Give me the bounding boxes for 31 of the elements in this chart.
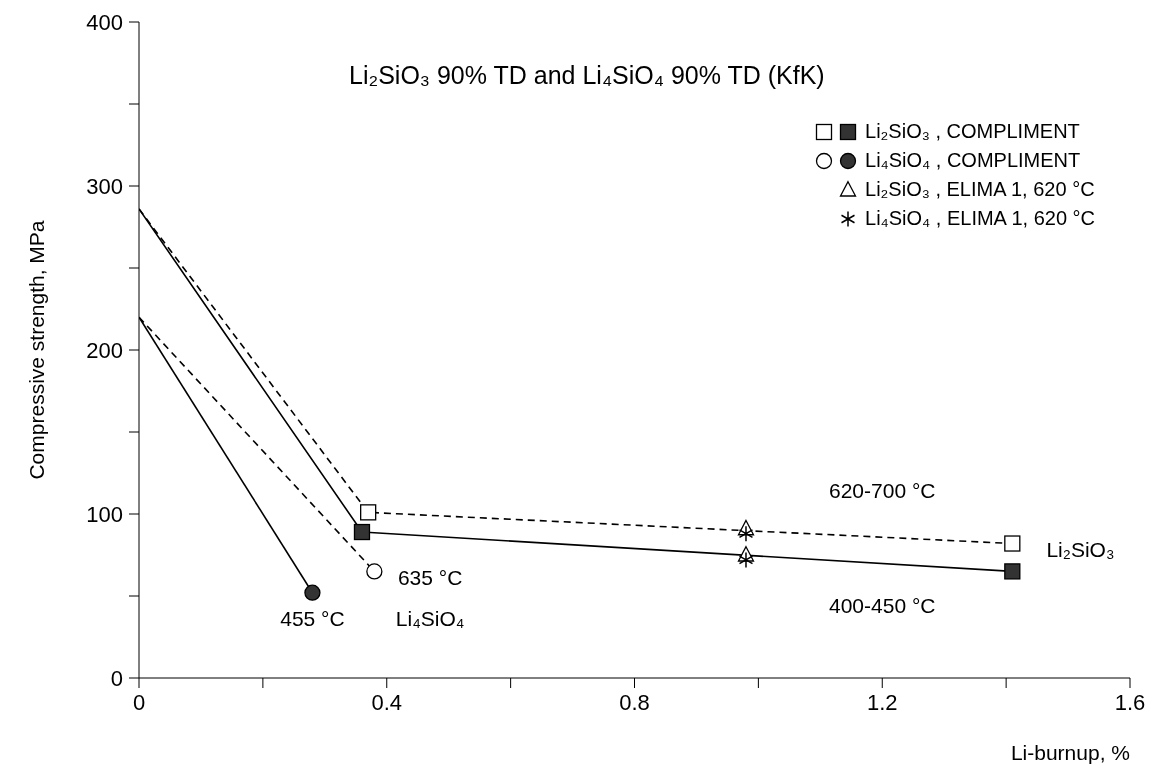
point — [1004, 535, 1021, 552]
annotation: Li₂SiO₃ — [1046, 538, 1115, 562]
legend-label: Li₄SiO₄ , COMPLIMENT — [865, 148, 1081, 173]
x-tick-label: 0.8 — [619, 689, 650, 715]
y-tick-label: 100 — [86, 501, 123, 527]
annotation: 400-450 °C — [829, 594, 936, 618]
point — [738, 551, 754, 569]
legend-label: Li₂SiO₃ , ELIMA 1, 620 °C — [865, 177, 1095, 202]
x-tick-label: 0.4 — [371, 689, 403, 715]
x-tick-label: 0 — [132, 689, 146, 715]
y-tick-label: 400 — [86, 9, 123, 35]
y-tick-label: 200 — [86, 337, 123, 363]
annotation: 620-700 °C — [829, 479, 936, 503]
point — [738, 525, 754, 542]
legend-label: Li₄SiO₄ , ELIMA 1, 620 °C — [865, 206, 1095, 231]
legend-label: Li₂SiO₃ , COMPLIMENT — [865, 119, 1080, 144]
x-axis-title: Li-burnup, % — [1010, 741, 1130, 764]
y-tick-label: 300 — [86, 173, 123, 199]
x-tick-label: 1.6 — [1114, 689, 1146, 715]
annotation: 455 °C — [280, 607, 345, 631]
point — [304, 584, 321, 601]
point — [360, 504, 377, 521]
annotation: Li₄SiO₄ — [395, 607, 465, 631]
point — [353, 523, 371, 541]
text: Li₂SiO₃ 90% TD and Li₄SiO₄ 90% TD (KfK) — [349, 61, 825, 89]
x-tick-label: 1.2 — [866, 689, 898, 715]
y-axis-title: Compressive strength, MPa — [25, 220, 48, 480]
point — [366, 563, 383, 580]
y-tick-label: 0 — [110, 665, 123, 691]
point — [1004, 563, 1021, 580]
annotation: 635 °C — [397, 566, 463, 590]
